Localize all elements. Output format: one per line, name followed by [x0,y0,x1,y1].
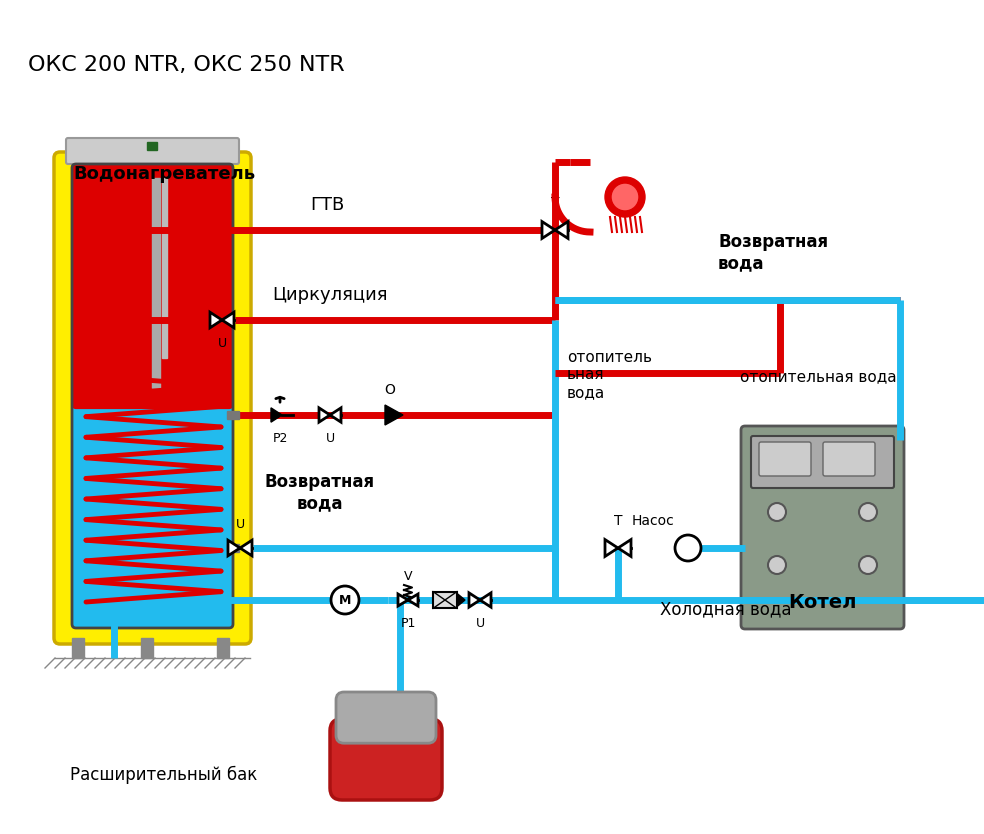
Bar [72,638,84,658]
Text: T: T [614,514,622,528]
Bar [227,411,239,419]
Bar [152,178,159,388]
Bar [147,142,157,150]
Polygon shape [433,591,457,608]
Polygon shape [319,408,330,422]
Text: Циркуляция: Циркуляция [272,286,388,304]
Text: Насос: Насос [632,514,674,528]
Circle shape [605,177,645,217]
Text: ГТВ: ГТВ [310,196,344,214]
Text: T: T [551,196,559,210]
Circle shape [331,586,359,614]
Text: Холодная вода: Холодная вода [660,600,791,618]
Text: V: V [403,570,412,583]
Polygon shape [222,312,234,328]
Polygon shape [605,540,618,556]
Polygon shape [385,405,403,425]
Text: отопительная вода: отопительная вода [740,369,896,384]
FancyBboxPatch shape [330,719,442,800]
Polygon shape [618,540,631,556]
Text: Котел: Котел [788,594,857,612]
Polygon shape [542,222,555,239]
FancyBboxPatch shape [66,138,239,164]
Text: отопитель
ьная
вода: отопитель ьная вода [567,350,652,399]
Circle shape [675,535,701,561]
Text: Водонагреватель: Водонагреватель [73,165,255,183]
FancyBboxPatch shape [751,436,894,488]
Circle shape [859,503,877,521]
FancyBboxPatch shape [759,442,811,476]
Text: O: O [385,383,396,397]
Bar [161,178,166,358]
Polygon shape [228,540,240,555]
Text: Возвратная
вода: Возвратная вода [265,473,375,512]
FancyBboxPatch shape [336,692,436,743]
Text: M: M [338,594,351,606]
FancyBboxPatch shape [54,152,251,644]
Circle shape [768,503,786,521]
Circle shape [768,556,786,574]
Polygon shape [408,594,418,606]
Text: Расширительный бак: Расширительный бак [70,766,257,784]
Text: U: U [217,337,226,350]
Polygon shape [271,408,282,422]
Bar [141,638,153,658]
FancyBboxPatch shape [741,426,904,629]
FancyBboxPatch shape [72,364,233,628]
Circle shape [859,556,877,574]
Text: U: U [235,518,245,531]
Text: U: U [475,617,484,630]
Polygon shape [330,408,341,422]
Text: P1: P1 [400,617,415,630]
Polygon shape [480,593,491,607]
FancyBboxPatch shape [823,442,875,476]
Circle shape [611,183,639,211]
Bar [227,544,239,552]
Polygon shape [398,594,408,606]
Polygon shape [555,222,568,239]
Bar [217,638,229,658]
Text: Возвратная
вода: Возвратная вода [718,234,829,272]
Polygon shape [210,312,222,328]
Polygon shape [457,594,465,606]
Text: P2: P2 [273,432,287,445]
Polygon shape [469,593,480,607]
FancyBboxPatch shape [72,164,233,409]
Text: ОКС 200 NTR, ОКС 250 NTR: ОКС 200 NTR, ОКС 250 NTR [28,55,344,75]
Polygon shape [240,540,252,555]
Text: U: U [326,432,335,445]
